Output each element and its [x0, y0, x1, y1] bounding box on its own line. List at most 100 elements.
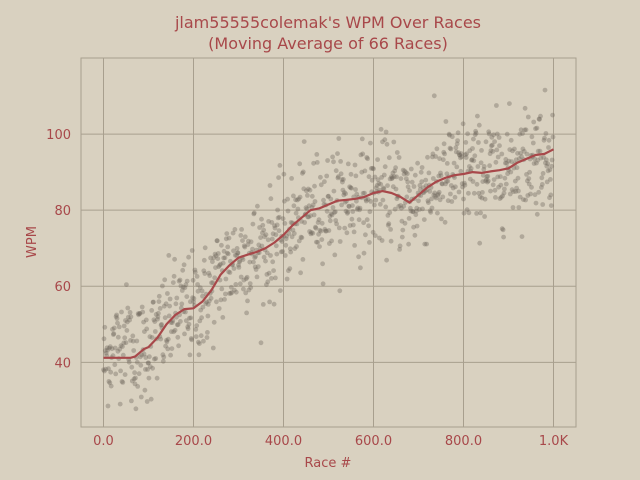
race-point	[540, 202, 546, 207]
race-point	[467, 176, 473, 182]
race-point	[442, 219, 448, 225]
race-point	[276, 228, 282, 234]
race-point	[295, 197, 300, 203]
race-point	[548, 192, 554, 198]
race-point	[221, 248, 227, 254]
race-point	[504, 160, 510, 166]
race-point	[320, 261, 325, 267]
race-point	[457, 152, 462, 158]
race-point	[516, 156, 522, 162]
race-point	[518, 150, 523, 156]
race-point	[323, 228, 329, 234]
race-point	[199, 288, 205, 294]
race-point	[278, 249, 284, 255]
race-point	[102, 368, 107, 374]
race-point	[129, 398, 134, 404]
race-point	[462, 182, 468, 188]
race-point	[374, 183, 380, 188]
race-point	[136, 371, 142, 377]
tick-labels: 0.0 200.0 400.0 600.0 800.0 1.0K 40 60 80 100	[46, 128, 568, 449]
plot-frame	[80, 57, 577, 428]
race-point	[229, 290, 235, 295]
race-point	[161, 354, 167, 360]
race-point	[137, 311, 142, 317]
race-point	[258, 235, 263, 241]
race-point	[265, 279, 271, 285]
race-point	[266, 270, 272, 276]
race-point	[139, 304, 145, 310]
race-point	[101, 336, 107, 342]
race-point	[159, 322, 165, 327]
race-point	[328, 211, 334, 217]
race-point	[464, 151, 469, 157]
race-point	[472, 132, 478, 138]
race-point	[537, 148, 543, 154]
race-point	[254, 274, 260, 280]
race-point	[438, 173, 444, 179]
race-point	[164, 337, 169, 343]
race-point	[354, 207, 360, 212]
race-point	[187, 315, 192, 321]
race-point	[288, 249, 294, 255]
race-point	[521, 149, 527, 154]
race-point	[169, 320, 175, 325]
race-point	[144, 326, 150, 332]
race-point	[456, 189, 462, 195]
race-point	[524, 151, 530, 157]
race-point	[122, 372, 128, 377]
y-tick-label: 80	[54, 204, 71, 219]
race-point	[183, 282, 189, 288]
race-point	[241, 277, 247, 283]
race-point	[406, 241, 411, 247]
race-point	[222, 297, 227, 302]
race-point	[210, 345, 216, 351]
race-point	[408, 205, 413, 211]
race-point	[389, 174, 394, 180]
race-point	[492, 187, 498, 193]
race-point	[315, 220, 321, 225]
race-point	[465, 131, 470, 137]
race-point	[332, 252, 338, 258]
race-point	[231, 266, 237, 271]
race-point	[366, 223, 371, 229]
race-point	[490, 149, 496, 154]
race-point	[497, 196, 503, 202]
race-point	[300, 169, 306, 175]
race-point	[437, 156, 442, 162]
race-point	[429, 205, 435, 211]
grid-layer	[81, 58, 576, 427]
race-point	[246, 287, 252, 293]
race-point	[213, 253, 219, 259]
race-point	[468, 166, 474, 171]
race-point	[106, 379, 112, 384]
race-point	[167, 303, 173, 309]
race-point	[106, 345, 112, 351]
race-point	[373, 197, 379, 203]
race-point	[360, 151, 366, 157]
race-point	[260, 222, 266, 228]
race-point	[322, 226, 328, 232]
race-point	[247, 259, 253, 265]
race-point	[178, 283, 184, 289]
race-point	[153, 312, 159, 317]
race-point	[258, 340, 264, 346]
race-point	[264, 282, 269, 288]
race-point	[273, 243, 279, 249]
race-point	[311, 212, 317, 218]
race-point	[208, 255, 214, 261]
race-point	[206, 270, 212, 276]
race-point	[155, 316, 160, 322]
race-point	[440, 194, 446, 200]
race-point	[293, 210, 299, 216]
race-point	[443, 119, 449, 124]
race-point	[345, 210, 350, 216]
race-point	[187, 352, 193, 358]
race-point	[525, 114, 531, 120]
race-point	[292, 246, 298, 252]
race-point	[438, 170, 443, 176]
race-point	[287, 246, 293, 252]
race-point	[383, 129, 389, 135]
race-point	[150, 365, 156, 371]
race-point	[272, 223, 277, 229]
race-point	[410, 209, 416, 214]
